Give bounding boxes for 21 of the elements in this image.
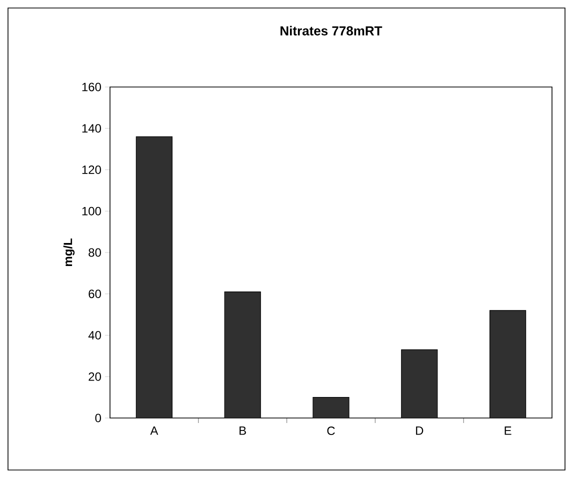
y-tick-label: 160 (82, 82, 101, 92)
y-axis-title: mg/L (63, 238, 75, 266)
bar (224, 292, 261, 418)
bar (489, 310, 526, 418)
y-tick-label: 40 (88, 331, 102, 340)
y-tick-label: 0 (95, 414, 102, 422)
x-tick-label: D (416, 426, 424, 435)
x-tick-label: C (327, 426, 335, 436)
y-tick-label: 60 (88, 290, 102, 298)
x-tick-label: A (150, 426, 158, 435)
y-tick-label: 20 (88, 372, 102, 381)
y-tick-label: 140 (82, 124, 101, 133)
y-tick-label: 120 (82, 166, 101, 174)
bar (136, 136, 172, 418)
x-tick-label: E (504, 426, 512, 435)
x-tick-label: B (240, 426, 246, 435)
bar (312, 397, 350, 418)
y-tick-label: 100 (82, 206, 101, 216)
y-tick-label: 80 (88, 248, 102, 257)
chart-title: Nitrates 778mRT (280, 26, 382, 36)
bar (401, 349, 438, 418)
